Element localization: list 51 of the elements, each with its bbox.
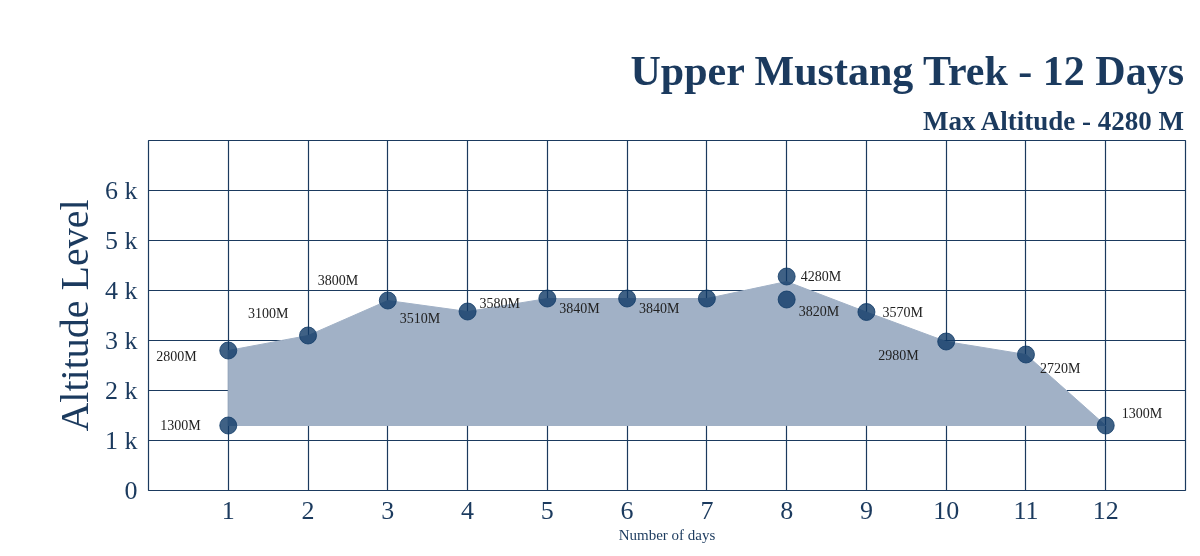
x-tick-label: 10 — [933, 495, 960, 525]
x-tick-label: 2 — [301, 495, 315, 525]
data-label: 3820M — [798, 304, 840, 319]
x-axis-title: Number of days — [618, 526, 716, 543]
data-label: 3570M — [882, 304, 924, 320]
point — [697, 289, 716, 308]
data-label: 3100M — [248, 306, 290, 321]
x-tick-label: 1 — [221, 495, 235, 525]
point — [937, 332, 956, 351]
point — [219, 341, 238, 360]
chart-title: Upper Mustang Trek - 12 Days — [630, 47, 1184, 94]
point — [1096, 416, 1115, 435]
point — [618, 289, 637, 308]
data-label: 1300M — [160, 418, 202, 433]
data-label: 2800M — [156, 349, 198, 364]
chart-subtitle: Max Altitude - 4280 M — [923, 105, 1185, 136]
x-tick-label: 11 — [1013, 495, 1039, 525]
point — [777, 290, 796, 309]
data-label: 3800M — [317, 273, 359, 288]
y-tick-label: 6 k — [105, 176, 138, 205]
data-label: 4280M — [800, 269, 842, 284]
point — [538, 289, 557, 308]
y-tick-label: 2 k — [105, 376, 138, 405]
annotation: 3510M — [399, 311, 441, 326]
x-tick-label: 5 — [540, 495, 554, 525]
point — [458, 302, 477, 321]
point — [219, 416, 238, 435]
data-label: 2980M — [878, 348, 920, 363]
y-tick-label: 1 k — [105, 426, 138, 455]
x-tick-label: 3 — [381, 495, 395, 525]
data-label: 3840M — [639, 301, 681, 316]
data-label: 3580M — [479, 296, 521, 311]
data-label: 3840M — [559, 301, 601, 316]
point — [378, 291, 397, 310]
data-label: 1300M — [1121, 406, 1163, 421]
x-tick-label: 8 — [780, 495, 794, 525]
x-tick-label: 9 — [859, 495, 873, 525]
x-tick-label: 7 — [700, 495, 714, 525]
y-tick-label: 0 — [124, 476, 138, 505]
point — [777, 267, 796, 286]
point — [299, 326, 318, 345]
data-label: 2720M — [1039, 361, 1081, 376]
x-tick-label: 4 — [461, 495, 475, 525]
y-axis-title: Altitude Level — [52, 199, 97, 432]
point — [1016, 345, 1035, 364]
y-tick-label: 3 k — [105, 326, 138, 355]
x-tick-label: 12 — [1092, 495, 1119, 525]
x-tick-label: 6 — [620, 495, 634, 525]
y-tick-label: 5 k — [105, 226, 138, 255]
point — [857, 303, 876, 321]
y-tick-label: 4 k — [105, 276, 138, 305]
